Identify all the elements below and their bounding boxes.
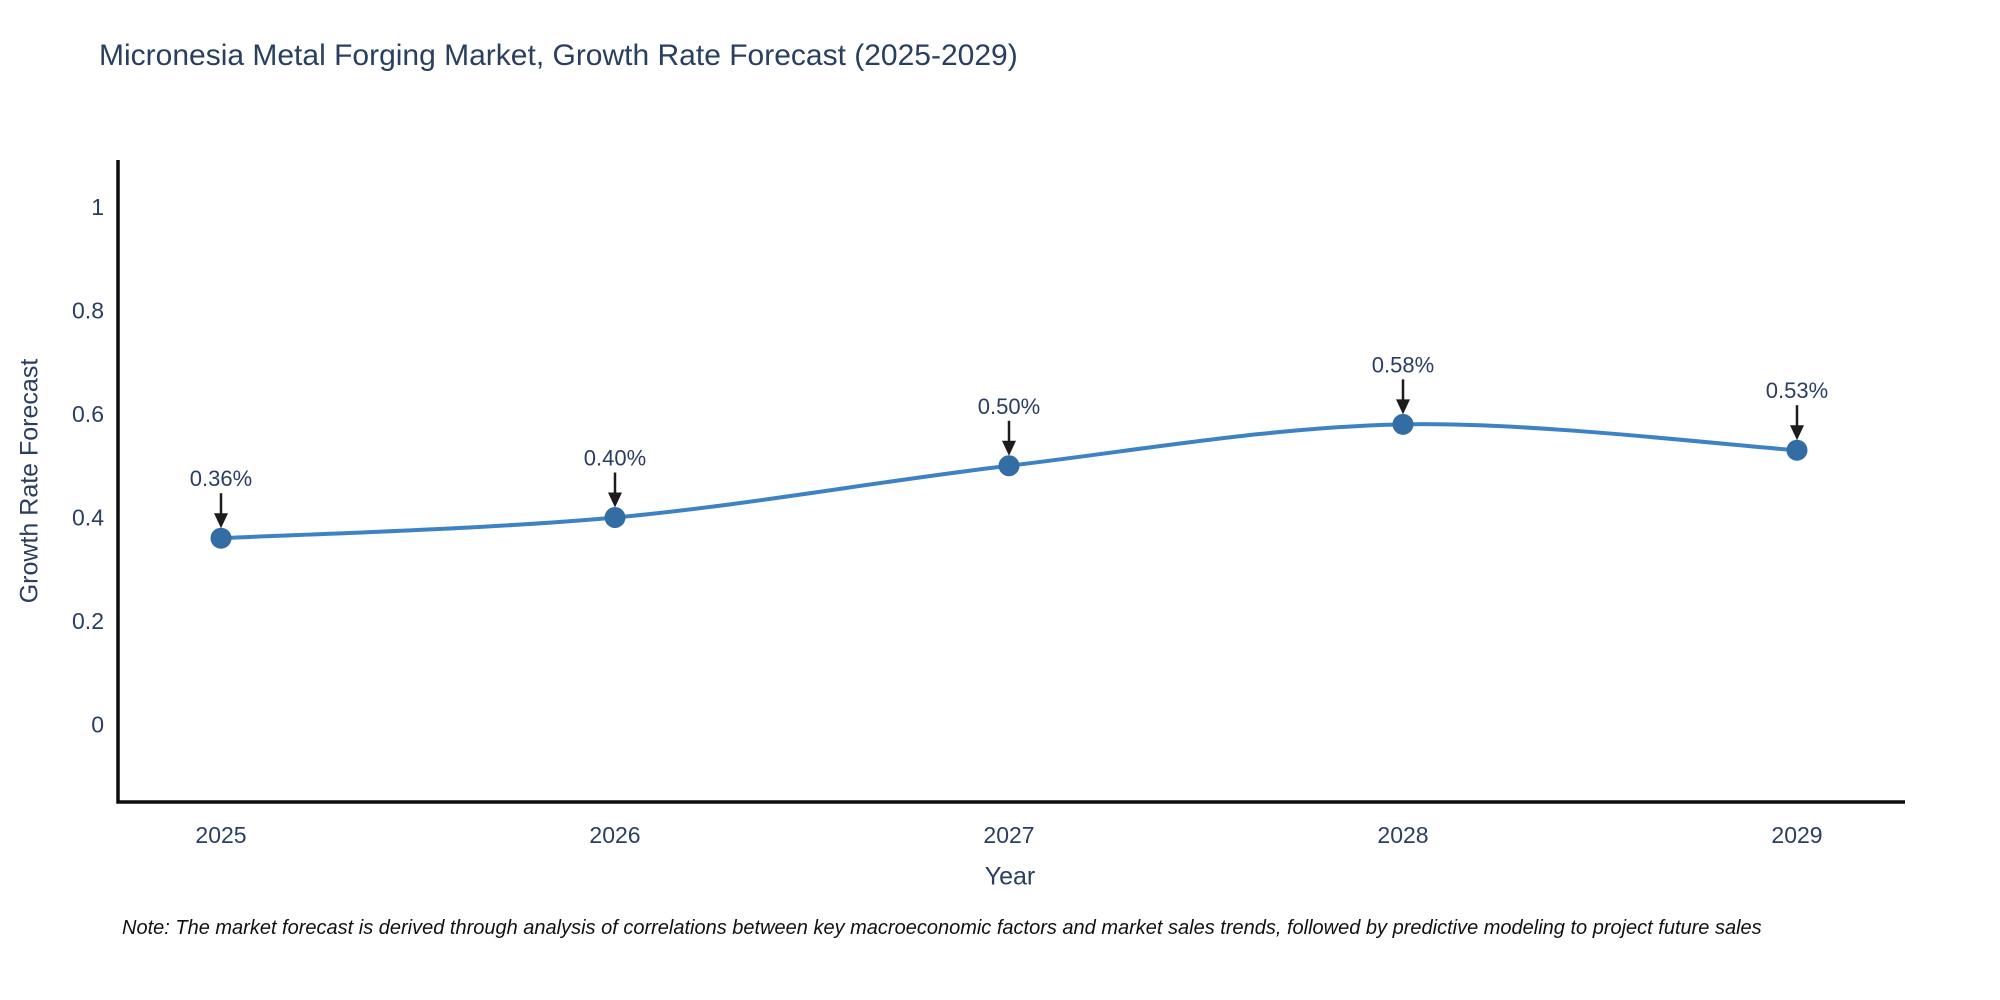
- footnote: Note: The market forecast is derived thr…: [122, 917, 1762, 939]
- data-point-marker[interactable]: [210, 527, 232, 549]
- annotation-arrowhead-icon: [214, 513, 228, 529]
- point-value-label: 0.40%: [584, 446, 646, 471]
- data-point-marker[interactable]: [998, 455, 1020, 477]
- chart-title: Micronesia Metal Forging Market, Growth …: [99, 39, 1018, 72]
- annotation-arrowhead-icon: [1790, 425, 1804, 441]
- y-tick-label: 0.4: [72, 505, 104, 531]
- x-tick-label: 2029: [1771, 822, 1822, 848]
- x-tick-label: 2027: [983, 822, 1034, 848]
- y-tick-label: 0.2: [72, 608, 104, 634]
- point-value-label: 0.53%: [1766, 378, 1828, 403]
- y-tick-label: 0.8: [72, 298, 104, 324]
- y-tick-label: 0: [91, 712, 104, 738]
- data-point-marker[interactable]: [604, 507, 626, 528]
- y-tick-label: 1: [91, 194, 104, 220]
- point-value-label: 0.58%: [1372, 352, 1434, 377]
- data-point-marker[interactable]: [1786, 439, 1808, 461]
- x-axis-title: Year: [984, 862, 1036, 891]
- annotation-arrowhead-icon: [1002, 440, 1016, 456]
- axis-lines: [116, 160, 1905, 804]
- annotation-arrowhead-icon: [608, 492, 622, 508]
- annotation-arrowhead-icon: [1396, 399, 1410, 415]
- x-tick-label: 2028: [1377, 822, 1428, 848]
- data-point-marker[interactable]: [1392, 413, 1414, 435]
- x-tick-label: 2025: [195, 822, 246, 848]
- y-tick-label: 0.6: [72, 401, 104, 427]
- point-value-label: 0.50%: [978, 394, 1040, 419]
- x-tick-label: 2026: [589, 822, 640, 848]
- point-value-label: 0.36%: [190, 466, 252, 491]
